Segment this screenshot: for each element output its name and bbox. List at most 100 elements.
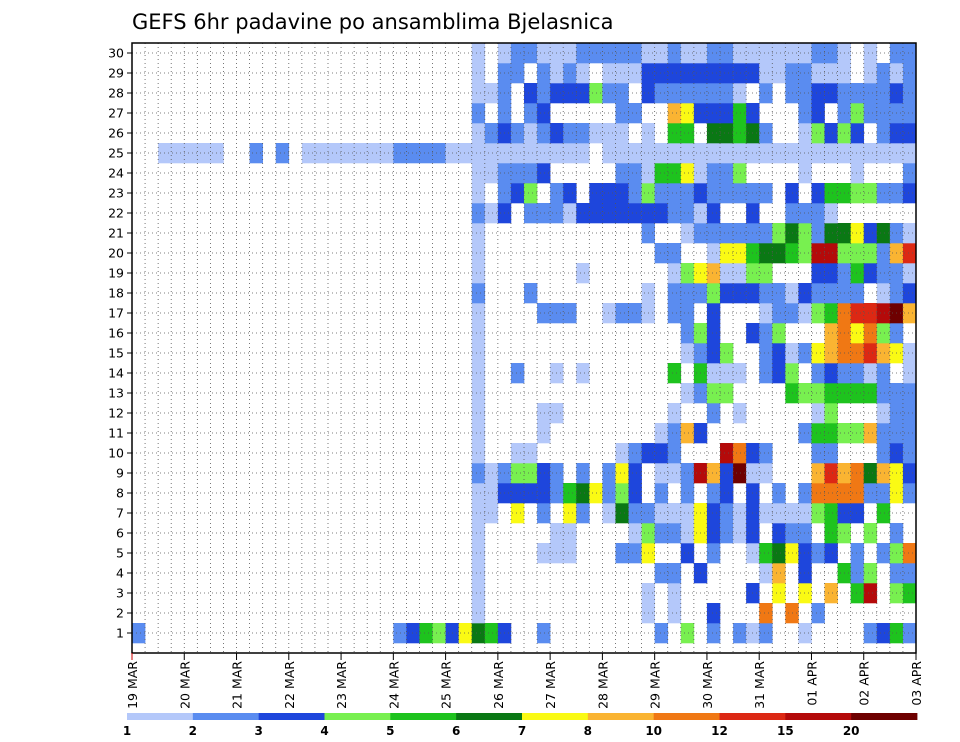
heatmap-cell-m23-t46 <box>733 183 747 204</box>
legend-label-7: 7 <box>518 724 526 738</box>
y-tick-label-12: 12 <box>108 406 124 421</box>
heatmap-cell-m26-t30 <box>524 123 538 144</box>
heatmap-cell-m23-t38 <box>628 183 642 204</box>
heatmap-cell-m26-t31 <box>537 123 551 144</box>
heatmap-cell-m26-t33 <box>563 123 577 144</box>
heatmap-cell-m20-t57 <box>876 243 891 264</box>
heatmap-cell-m25-t31 <box>537 143 551 164</box>
heatmap-cell-m25-t44 <box>706 143 721 164</box>
heatmap-cell-m8-t31 <box>537 483 551 504</box>
heatmap-cell-m30-t49 <box>772 43 786 64</box>
heatmap-cell-m20-t52 <box>811 243 825 264</box>
heatmap-cell-m29-t34 <box>576 63 590 84</box>
heatmap-cell-m11-t42 <box>680 423 695 444</box>
heatmap-cell-m2-t44 <box>706 603 721 624</box>
heatmap-cell-m17-t55 <box>850 303 865 324</box>
heatmap-cell-m29-t40 <box>654 63 669 84</box>
heatmap-cell-m19-t48 <box>759 263 773 284</box>
heatmap-cell-m29-t56 <box>863 63 878 84</box>
heatmap-cell-m30-t56 <box>863 43 878 64</box>
legend-swatch-2 <box>258 713 325 720</box>
heatmap-cell-m28-t59 <box>902 83 917 104</box>
heatmap-cell-m25-t22 <box>419 143 433 164</box>
heatmap-cell-m24-t42 <box>680 163 695 184</box>
heatmap-cell-m7-t51 <box>798 503 812 524</box>
heatmap-cell-m1-t40 <box>654 623 669 644</box>
legend-label-1: 1 <box>123 724 131 738</box>
heatmap-cell-m30-t53 <box>824 43 838 64</box>
heatmap-cell-m6-t33 <box>563 523 577 544</box>
heatmap-cell-m20-t49 <box>772 243 786 264</box>
heatmap-cell-m9-t29 <box>510 463 525 484</box>
y-tick-label-21: 21 <box>108 226 124 241</box>
x-tick-label-2: 21 MAR <box>230 661 245 709</box>
legend-swatch-11 <box>851 713 918 720</box>
heatmap-cell-m24-t27 <box>484 163 499 184</box>
heatmap-cell-m25-t37 <box>615 143 629 164</box>
heatmap-cell-m25-t15 <box>328 143 342 164</box>
heatmap-cell-m18-t48 <box>759 283 773 304</box>
heatmap-cell-m25-t45 <box>720 143 734 164</box>
heatmap-cell-m12-t53 <box>824 403 838 424</box>
heatmap-cell-m21-t42 <box>680 223 695 244</box>
heatmap-cell-m18-t55 <box>850 283 865 304</box>
heatmap-cell-m28-t53 <box>824 83 838 104</box>
heatmap-cell-m3-t49 <box>772 583 786 604</box>
legend-swatch-1 <box>192 713 260 720</box>
heatmap-cell-m18-t45 <box>720 283 734 304</box>
heatmap-cell-m14-t44 <box>706 363 721 384</box>
heatmap-cell-m25-t33 <box>563 143 577 164</box>
heatmap-cell-m16-t55 <box>850 323 865 344</box>
heatmap-cell-m9-t38 <box>628 463 642 484</box>
heatmap-cell-m30-t46 <box>733 43 747 64</box>
heatmap-cell-m21-t45 <box>720 223 734 244</box>
heatmap-cell-m23-t45 <box>720 183 734 204</box>
y-tick-label-24: 24 <box>108 166 124 181</box>
heatmap-cell-m1-t57 <box>876 623 891 644</box>
heatmap-cell-m22-t53 <box>824 203 838 224</box>
heatmap-cell-m30-t34 <box>576 43 590 64</box>
heatmap-cell-m22-t52 <box>811 203 825 224</box>
heatmap-cell-m20-t46 <box>733 243 747 264</box>
heatmap-cell-m30-t44 <box>706 43 721 64</box>
heatmap-cell-m29-t46 <box>733 63 747 84</box>
heatmap-cell-m23-t41 <box>667 183 682 204</box>
heatmap-cell-m30-t41 <box>667 43 682 64</box>
heatmap-cell-m27-t46 <box>733 103 747 124</box>
heatmap-cell-m15-t45 <box>720 343 734 364</box>
y-tick-label-2: 2 <box>116 606 124 621</box>
heatmap-cell-m14-t29 <box>510 363 525 384</box>
heatmap-cell-m19-t26 <box>471 263 486 284</box>
heatmap-cell-m1-t48 <box>759 623 773 644</box>
heatmap-cell-m8-t42 <box>680 483 695 504</box>
heatmap-cell-m20-t41 <box>667 243 682 264</box>
heatmap-cell-m7-t57 <box>876 503 891 524</box>
heatmap-cell-m30-t26 <box>471 43 486 64</box>
heatmap-cell-m10-t59 <box>902 443 917 464</box>
heatmap-cell-m8-t45 <box>720 483 734 504</box>
heatmap-cell-m12-t59 <box>902 403 917 424</box>
y-axis: 1234567891011121314151617181920212223242… <box>108 46 132 641</box>
heatmap-cell-m29-t41 <box>667 63 682 84</box>
legend-label-4: 4 <box>320 724 328 738</box>
heatmap-cell-m25-t4 <box>184 143 198 164</box>
heatmap-cell-m16-t57 <box>876 323 891 344</box>
heatmap-cell-m15-t42 <box>680 343 695 364</box>
heatmap-cell-m28-t30 <box>524 83 538 104</box>
heatmap-cell-m7-t29 <box>510 503 525 524</box>
heatmap-cell-m11-t55 <box>850 423 865 444</box>
heatmap-cell-m19-t59 <box>902 263 917 284</box>
heatmap-cell-m10-t53 <box>824 443 838 464</box>
heatmap-cell-m20-t45 <box>720 243 734 264</box>
heatmap-cell-m8-t26 <box>471 483 486 504</box>
heatmap-cell-m20-t44 <box>706 243 721 264</box>
legend-swatch-5 <box>456 713 523 720</box>
heatmap-cell-m7-t40 <box>654 503 669 524</box>
heatmap-cell-m30-t42 <box>680 43 695 64</box>
y-tick-label-8: 8 <box>116 486 124 501</box>
heatmap-cell-m28-t55 <box>850 83 865 104</box>
legend-swatch-4 <box>390 713 457 720</box>
heatmap-cell-m26-t42 <box>680 123 695 144</box>
heatmap-cell-m14-t41 <box>667 363 682 384</box>
heatmap-cell-m10-t26 <box>471 443 486 464</box>
